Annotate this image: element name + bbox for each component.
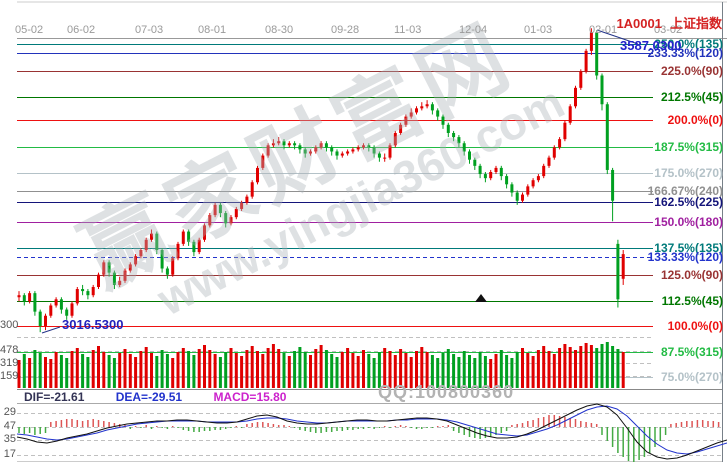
date-tick-07-03: 07-03 xyxy=(135,24,164,36)
date-tick-08-01: 08-01 xyxy=(198,24,227,36)
symbol-code: 1A0001 xyxy=(616,16,662,31)
high-price-callout: 3587.0300 xyxy=(620,38,682,53)
gann-label-150.0%(180): 150.0%(180) xyxy=(654,215,723,229)
date-tick-08-30: 08-30 xyxy=(265,24,294,36)
gann-label-133.33%(120): 133.33%(120) xyxy=(647,250,723,264)
date-tick-03-02: 03-02 xyxy=(654,24,683,36)
gann-label-225.0%(90): 225.0%(90) xyxy=(660,64,723,78)
date-tick-05-02: 05-02 xyxy=(15,24,44,36)
gann-label-166.67%(240): 166.67%(240) xyxy=(647,184,723,198)
low-price-callout: 3016.5300 xyxy=(62,317,124,332)
axis-label-17: 17 xyxy=(3,448,16,460)
gann-label-250.0%(135): 250.0%(135) xyxy=(654,37,723,51)
macd-indicator-row: DIF=-21.61 DEA=-29.51 MACD=15.80 xyxy=(24,390,314,404)
axis-label-159: 159 xyxy=(0,370,19,382)
qq-watermark: QQ:100800360 xyxy=(378,382,515,402)
gann-label-100.0%(0): 100.0%(0) xyxy=(667,319,723,333)
axis-label-29: 29 xyxy=(3,406,16,418)
gann-label-75.0%(270): 75.0%(270) xyxy=(660,370,723,384)
date-tick-06-02: 06-02 xyxy=(67,24,96,36)
gann-label-187.5%(315): 187.5%(315) xyxy=(654,140,723,154)
macd-value: MACD=15.80 xyxy=(213,390,287,404)
axis-label-35: 35 xyxy=(3,433,16,445)
axis-label-319: 319 xyxy=(0,357,19,369)
gann-label-137.5%(135): 137.5%(135) xyxy=(654,241,723,255)
gann-label-125.0%(90): 125.0%(90) xyxy=(660,268,723,282)
axis-label-300: 300 xyxy=(0,319,19,331)
gann-label-162.5%(225): 162.5%(225) xyxy=(654,195,723,209)
date-tick-11-03: 11-03 xyxy=(394,24,422,36)
symbol-name: 上证指数 xyxy=(669,16,722,31)
gann-label-112.5%(45): 112.5%(45) xyxy=(661,294,723,308)
gann-label-87.5%(315): 87.5%(315) xyxy=(660,345,723,359)
gann-label-200.0%(0): 200.0%(0) xyxy=(667,113,723,127)
date-tick-12-04: 12-04 xyxy=(459,24,488,36)
gann-label-175.0%(270): 175.0%(270) xyxy=(654,166,723,180)
page-title: 1A0001 上证指数 xyxy=(616,13,722,32)
gann-label-212.5%(45): 212.5%(45) xyxy=(660,90,723,104)
axis-label-47: 47 xyxy=(3,420,16,432)
axis-label-478: 478 xyxy=(0,344,19,356)
date-tick-01-03: 01-03 xyxy=(524,24,553,36)
date-tick-02-01: 02-01 xyxy=(589,24,618,36)
dif-value: DIF=-21.61 xyxy=(24,390,85,404)
date-tick-09-28: 09-28 xyxy=(331,24,360,36)
dea-value: DEA=-29.51 xyxy=(115,390,183,404)
triangle-marker xyxy=(475,294,487,302)
gann-label-233.33%(120): 233.33%(120) xyxy=(647,46,723,60)
